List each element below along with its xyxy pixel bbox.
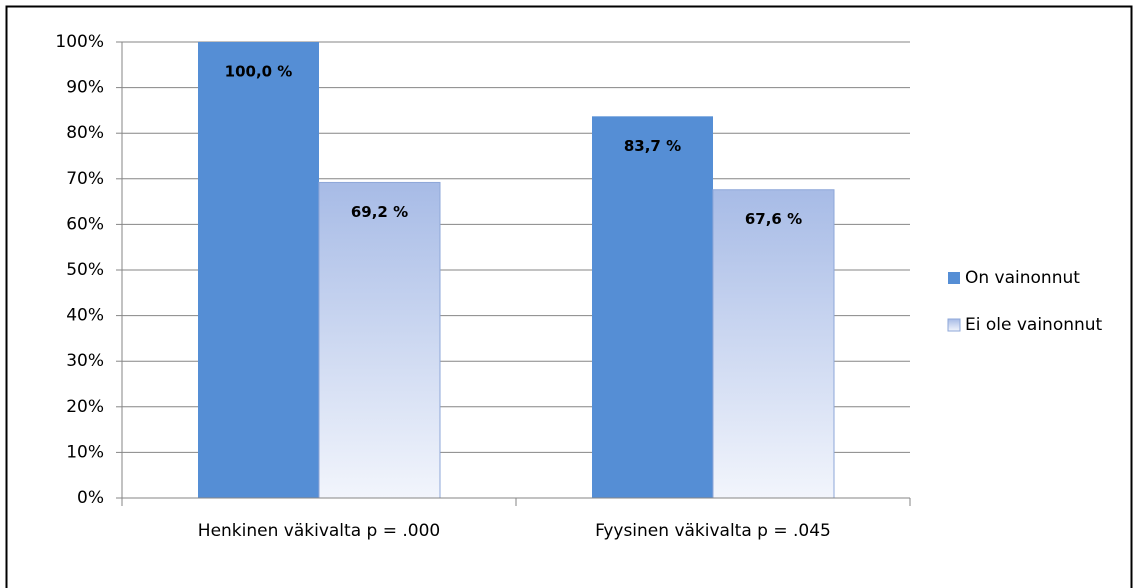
- data-label: 100,0 %: [225, 63, 293, 81]
- legend-label: Ei ole vainonnut: [965, 315, 1103, 335]
- y-tick-label: 40%: [66, 306, 104, 326]
- y-tick-label: 100%: [55, 32, 104, 52]
- data-label: 69,2 %: [351, 203, 408, 221]
- x-tick-label: Henkinen väkivalta p = .000: [198, 521, 440, 541]
- bar: [198, 42, 319, 498]
- y-tick-label: 60%: [66, 214, 104, 234]
- bar: [592, 116, 713, 498]
- y-tick-label: 20%: [66, 397, 104, 417]
- data-label: 67,6 %: [745, 210, 802, 228]
- y-tick-label: 30%: [66, 351, 104, 371]
- legend-label: On vainonnut: [965, 268, 1080, 288]
- y-tick-label: 50%: [66, 260, 104, 280]
- bar: [712, 189, 835, 499]
- y-tick-label: 70%: [66, 169, 104, 189]
- chart-frame: [5, 5, 1133, 588]
- y-tick-label: 10%: [66, 442, 104, 462]
- y-tick-label: 80%: [66, 123, 104, 143]
- x-tick-label: Fyysinen väkivalta p = .045: [595, 521, 831, 541]
- legend-swatch: [948, 272, 960, 284]
- y-tick-label: 0%: [77, 488, 104, 508]
- data-label: 83,7 %: [624, 137, 681, 155]
- bar: [318, 181, 441, 499]
- legend-swatch: [947, 318, 961, 332]
- y-tick-label: 90%: [66, 78, 104, 98]
